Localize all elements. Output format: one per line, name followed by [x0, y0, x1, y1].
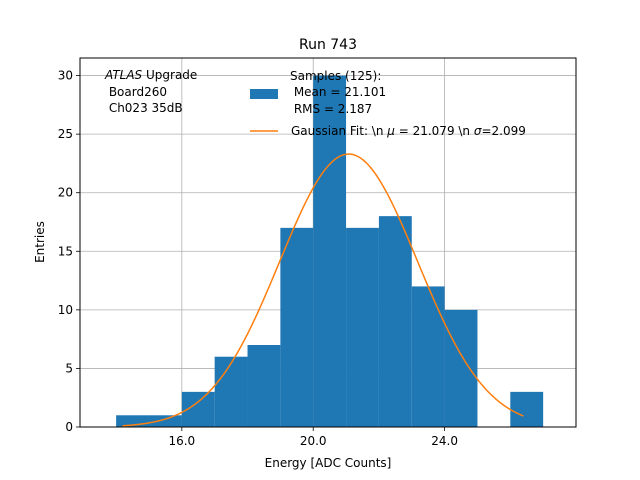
legend-fit-sigma: σ: [474, 124, 482, 138]
legend-fit-mid: = 21.079 \n: [395, 124, 474, 138]
legend: Samples (125): Mean = 21.101 RMS = 2.187…: [250, 69, 526, 138]
histogram-bar: [411, 286, 445, 427]
gaussian-fit: [122, 153, 524, 427]
x-tick-label: 16.0: [168, 434, 195, 448]
histogram-bar: [116, 415, 149, 427]
histogram-bar: [346, 227, 379, 427]
legend-samples-swatch: [250, 89, 278, 99]
histogram-bars: [116, 75, 544, 428]
axis-ticks: 16.0 20.0 24.0 0 5 10 15 20 25 30: [58, 69, 458, 448]
legend-fit-mu: μ: [386, 124, 395, 138]
y-tick-label: 25: [58, 127, 73, 141]
legend-fit-end: =2.099: [481, 124, 525, 138]
y-tick-label: 10: [58, 303, 73, 317]
annotation-upgrade: Upgrade: [142, 68, 197, 82]
y-tick-label: 5: [65, 361, 73, 375]
x-axis-label: Energy [ADC Counts]: [265, 456, 392, 470]
histogram-bar: [313, 75, 347, 428]
y-axis-label: Entries: [33, 221, 47, 263]
y-tick-label: 30: [58, 69, 73, 83]
annotation-line-1: ATLAS Upgrade: [104, 68, 197, 82]
y-tick-label: 20: [58, 186, 73, 200]
annotation-line-2: Board260: [105, 85, 167, 99]
legend-samples-title: Samples (125):: [290, 69, 381, 83]
histogram-bar: [214, 356, 248, 427]
x-tick-label: 20.0: [300, 434, 327, 448]
legend-fit-prefix: Gaussian Fit: \n: [291, 124, 387, 138]
plot-frame: [79, 57, 577, 428]
annotation-atlas: ATLAS: [104, 68, 143, 82]
annotation-line-3: Ch023 35dB: [105, 101, 183, 115]
histogram-bar: [148, 415, 182, 427]
atlas-annotation: ATLAS Upgrade Board260 Ch023 35dB: [104, 68, 197, 115]
y-tick-label: 0: [65, 420, 73, 434]
histogram-bar: [510, 391, 544, 427]
histogram-bar: [444, 309, 478, 427]
x-tick-label: 24.0: [431, 434, 458, 448]
legend-samples-rms: RMS = 2.187: [290, 102, 372, 116]
histogram-bar: [378, 216, 412, 427]
legend-fit-label: Gaussian Fit: \n μ = 21.079 \n σ=2.099: [291, 124, 526, 138]
chart-title: Run 743: [299, 37, 357, 53]
y-tick-label: 15: [58, 244, 73, 258]
histogram-bar: [247, 345, 281, 427]
gaussian-fit-curve: [122, 153, 524, 427]
legend-samples-mean: Mean = 21.101: [290, 85, 386, 99]
histogram-bar: [280, 227, 314, 427]
